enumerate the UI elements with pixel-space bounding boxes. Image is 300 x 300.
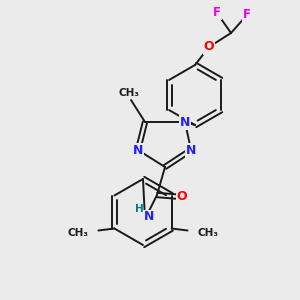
Text: N: N [133,143,143,157]
Text: CH₃: CH₃ [198,227,219,238]
Text: N: N [186,143,196,157]
Text: CH₃: CH₃ [118,88,140,98]
Text: N: N [180,116,190,128]
Text: O: O [204,40,214,53]
Text: N: N [144,211,154,224]
Text: CH₃: CH₃ [68,227,88,238]
Text: O: O [177,190,187,203]
Text: H: H [135,204,143,214]
Text: F: F [243,8,251,22]
Text: F: F [213,7,221,20]
